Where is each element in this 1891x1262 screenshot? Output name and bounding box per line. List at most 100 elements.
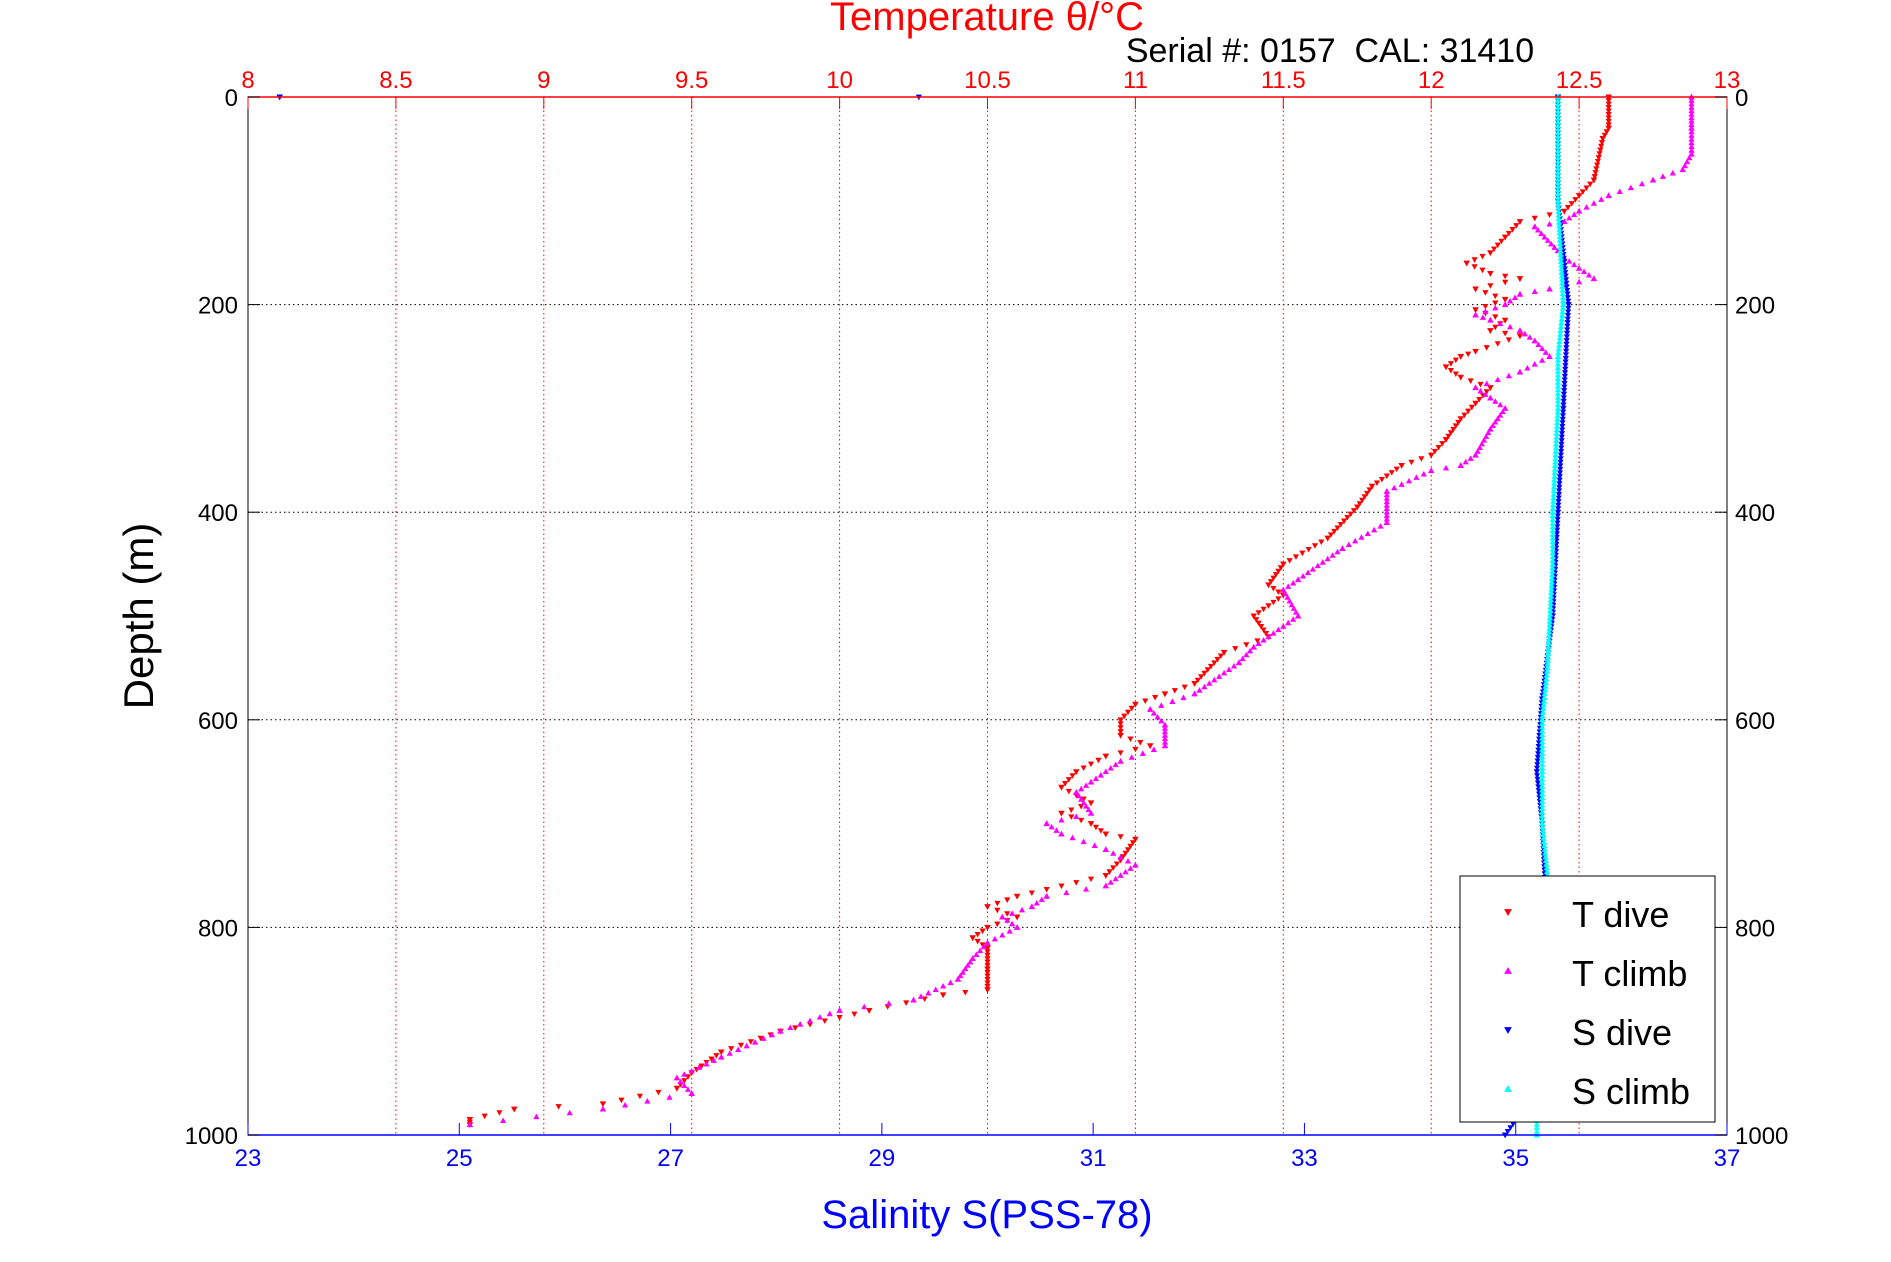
data-point <box>1398 481 1405 487</box>
data-point <box>861 1003 868 1010</box>
data-point <box>851 1011 858 1018</box>
data-point <box>1350 508 1358 514</box>
data-point <box>1318 539 1325 546</box>
data-point <box>1048 823 1055 830</box>
data-point <box>1214 656 1221 663</box>
data-point <box>1339 545 1346 552</box>
legend-marker <box>1504 1027 1512 1035</box>
data-point <box>1599 136 1607 142</box>
data-point <box>999 913 1006 920</box>
data-point <box>1117 732 1124 739</box>
data-point <box>533 1113 540 1120</box>
data-point <box>1564 323 1571 330</box>
data-point <box>1230 662 1238 669</box>
data-point <box>1246 647 1254 654</box>
data-point <box>974 932 981 938</box>
data-point <box>1487 316 1494 323</box>
data-point <box>1128 705 1135 712</box>
data-point <box>1564 204 1572 211</box>
data-point <box>1489 422 1496 429</box>
data-point <box>1562 270 1569 276</box>
data-point <box>1472 400 1479 407</box>
data-point <box>1563 280 1570 287</box>
data-point <box>1058 830 1065 837</box>
data-point <box>1043 820 1050 827</box>
data-point <box>1299 572 1307 579</box>
data-point <box>1562 352 1570 358</box>
data-point <box>496 1110 503 1116</box>
data-point <box>688 1067 695 1074</box>
data-point <box>1352 537 1359 544</box>
data-point <box>1562 363 1569 369</box>
data-point <box>1329 552 1336 558</box>
data-point <box>1344 515 1351 521</box>
data-point <box>962 989 969 996</box>
data-point <box>1557 452 1564 459</box>
x-top-tick-label: 12.5 <box>1556 67 1603 94</box>
data-point <box>1598 196 1605 202</box>
data-point <box>1565 309 1572 315</box>
data-point <box>1554 509 1562 516</box>
data-point <box>1601 132 1608 139</box>
data-point <box>728 1046 735 1052</box>
data-point <box>1476 396 1483 403</box>
data-point <box>1004 911 1011 917</box>
data-point <box>1337 521 1344 528</box>
y-left-tick-label: 0 <box>225 85 238 112</box>
data-point <box>1102 753 1110 760</box>
data-point <box>1505 230 1512 237</box>
data-point <box>1102 873 1110 879</box>
data-point <box>1616 188 1623 195</box>
data-point <box>1127 736 1134 743</box>
series-t-climb <box>466 93 1695 1128</box>
x-top-tick-label: 11 <box>1123 67 1148 94</box>
data-point <box>1009 920 1016 927</box>
data-point <box>984 976 991 983</box>
data-point <box>1356 501 1363 507</box>
data-point <box>1595 155 1602 161</box>
data-point <box>1513 223 1520 229</box>
data-point <box>1068 807 1075 813</box>
data-point <box>1566 214 1573 221</box>
data-point <box>1468 404 1475 411</box>
chart-subtitle: Serial #: 0157 CAL: 31410 <box>1126 32 1534 70</box>
data-point <box>1649 176 1657 183</box>
legend-label: T climb <box>1572 953 1687 994</box>
data-point <box>555 1104 562 1110</box>
data-point <box>1593 166 1600 172</box>
data-point <box>1605 111 1612 118</box>
data-point <box>1497 412 1504 418</box>
data-point <box>655 1089 662 1096</box>
data-point <box>1571 261 1578 268</box>
data-point <box>1137 739 1144 746</box>
data-point <box>939 992 947 999</box>
data-point <box>1516 276 1524 283</box>
data-point <box>1452 371 1459 378</box>
data-point <box>1558 431 1566 437</box>
data-point <box>681 1078 688 1084</box>
data-point <box>1117 721 1124 727</box>
data-point <box>1544 237 1551 243</box>
data-point <box>1531 361 1538 367</box>
data-point <box>1435 445 1442 451</box>
data-point <box>1191 690 1198 697</box>
data-point <box>1181 684 1188 691</box>
data-point <box>1018 906 1026 913</box>
data-point <box>1499 408 1506 415</box>
axes: 8 8.5 9 9.5 10 10.5 11 11.5 12 12.5 13 23 25 27 29 31 33… <box>185 67 1789 1172</box>
data-point <box>1587 181 1594 188</box>
data-point <box>1562 277 1570 283</box>
data-point <box>1085 806 1092 813</box>
data-point <box>1117 757 1124 764</box>
x-top-tick-label: 8 <box>241 67 254 94</box>
data-point <box>1033 899 1040 906</box>
data-point <box>1472 286 1479 293</box>
data-point <box>1472 384 1479 391</box>
data-point <box>1078 817 1085 824</box>
data-point <box>1180 694 1187 701</box>
data-point <box>1501 317 1509 324</box>
x-bottom-tick-label: 33 <box>1291 1145 1318 1172</box>
data-point <box>1558 441 1565 448</box>
data-point <box>1124 858 1132 864</box>
data-point <box>1487 283 1494 289</box>
